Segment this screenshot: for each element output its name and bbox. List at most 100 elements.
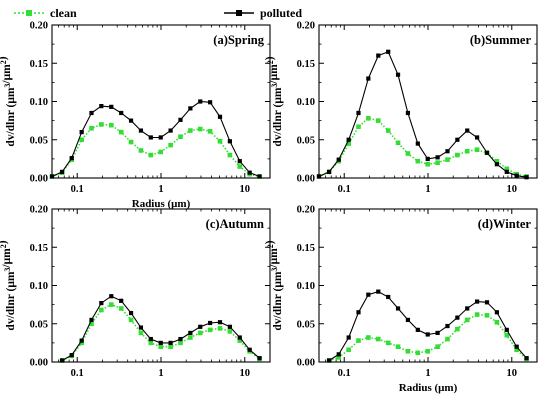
data-point-polluted: [247, 170, 252, 175]
data-point-polluted: [237, 335, 242, 340]
data-point-polluted: [168, 128, 173, 133]
data-point-polluted: [60, 169, 65, 174]
y-tick-label: 0.05: [30, 135, 48, 146]
x-tick-label: 1: [158, 184, 163, 195]
data-point-clean: [405, 348, 411, 354]
legend-marker: [236, 10, 242, 16]
data-point-polluted: [257, 174, 262, 179]
data-point-polluted: [208, 100, 213, 105]
data-point-polluted: [128, 118, 134, 123]
data-point-clean: [415, 350, 421, 356]
y-tick-label: 0.00: [30, 174, 48, 185]
data-point-clean: [425, 348, 431, 354]
data-point-polluted: [514, 173, 519, 178]
data-point-clean: [217, 326, 223, 331]
data-point-clean: [445, 157, 450, 162]
y-tick-label: 0.00: [297, 174, 315, 185]
panel-title: (a)Spring: [213, 33, 264, 47]
data-point-polluted: [405, 110, 411, 116]
series-line-polluted: [51, 100, 260, 178]
series-clean: [49, 122, 262, 179]
x-tick-label: 0.1: [338, 184, 351, 195]
data-point-polluted: [336, 157, 341, 162]
data-point-polluted: [504, 169, 509, 174]
plot-frame: [318, 24, 538, 179]
data-point-polluted: [119, 298, 124, 303]
y-tick-label: 0.20: [297, 21, 315, 32]
data-point-polluted: [475, 299, 480, 304]
data-point-polluted: [455, 315, 460, 320]
y-tick-label: 0.15: [30, 243, 48, 254]
data-point-polluted: [69, 156, 74, 161]
y-tick-label: 0.15: [297, 243, 315, 254]
data-point-polluted: [524, 356, 529, 361]
series-line-clean: [328, 313, 528, 362]
data-point-polluted: [69, 353, 74, 358]
x-tick-label: 1: [425, 184, 430, 195]
data-point-clean: [237, 338, 243, 343]
data-point-clean: [79, 137, 84, 143]
series-line-clean: [318, 117, 527, 178]
data-point-clean: [395, 140, 401, 146]
data-point-clean: [385, 340, 391, 346]
data-point-polluted: [60, 358, 65, 363]
data-point-polluted: [89, 110, 94, 116]
data-point-polluted: [247, 347, 252, 352]
y-tick-label: 0.10: [30, 281, 48, 292]
data-point-clean: [237, 164, 243, 169]
y-tick-label: 0.05: [297, 135, 315, 146]
data-point-clean: [197, 330, 203, 336]
series-clean: [59, 302, 262, 363]
series-clean: [326, 312, 529, 363]
data-point-clean: [197, 126, 203, 132]
data-point-polluted: [445, 149, 450, 154]
data-point-polluted: [435, 155, 440, 160]
data-point-clean: [178, 134, 183, 139]
y-tick-label: 0.15: [297, 59, 315, 70]
data-point-clean: [99, 122, 104, 127]
data-point-polluted: [524, 175, 529, 180]
data-point-polluted: [415, 141, 420, 146]
data-point-clean: [217, 138, 223, 144]
legend-label: polluted: [260, 6, 302, 20]
data-point-clean: [148, 152, 154, 158]
data-point-clean: [89, 321, 94, 327]
y-tick-label: 0.05: [30, 319, 48, 330]
data-point-clean: [207, 129, 213, 134]
data-point-clean: [366, 335, 371, 340]
data-point-clean: [118, 306, 124, 311]
x-tick-label: 10: [240, 368, 251, 379]
data-point-polluted: [395, 306, 401, 311]
data-point-clean: [484, 313, 490, 318]
data-point-polluted: [99, 300, 104, 306]
x-tick-label: 0.1: [338, 368, 351, 379]
panel-title: (d)Winter: [478, 217, 532, 231]
y-tick-label: 0.20: [30, 21, 48, 32]
data-point-polluted: [109, 104, 114, 109]
data-point-clean: [227, 152, 233, 158]
series-polluted: [327, 289, 529, 363]
data-point-polluted: [89, 317, 94, 323]
data-point-clean: [504, 332, 510, 338]
series-clean: [316, 116, 529, 179]
data-point-polluted: [237, 159, 242, 164]
data-point-polluted: [138, 128, 144, 133]
x-tick-label: 10: [240, 184, 251, 195]
data-point-polluted: [376, 289, 381, 294]
data-point-polluted: [148, 135, 153, 140]
data-point-polluted: [386, 294, 391, 300]
data-point-clean: [138, 148, 144, 153]
data-point-polluted: [158, 135, 163, 140]
legend-marker: [26, 10, 32, 16]
x-tick-label: 0.1: [71, 368, 84, 379]
series-polluted: [60, 294, 262, 363]
data-point-clean: [356, 338, 361, 343]
chart-panel-4: 0.1 1 10 0.00 0.05 0.10 0.15 0.20 (d)Winter Radiu…: [264, 205, 538, 394]
panels: 0.1 1 10 0.00 0.05 0.10 0.15 0.20 (a)Spring Radiu…: [0, 21, 538, 394]
data-point-clean: [494, 158, 500, 164]
panel-title: (b)Summer: [470, 33, 532, 47]
data-point-polluted: [356, 310, 361, 315]
data-point-polluted: [425, 156, 430, 161]
data-point-polluted: [395, 72, 401, 77]
data-point-clean: [148, 340, 154, 346]
